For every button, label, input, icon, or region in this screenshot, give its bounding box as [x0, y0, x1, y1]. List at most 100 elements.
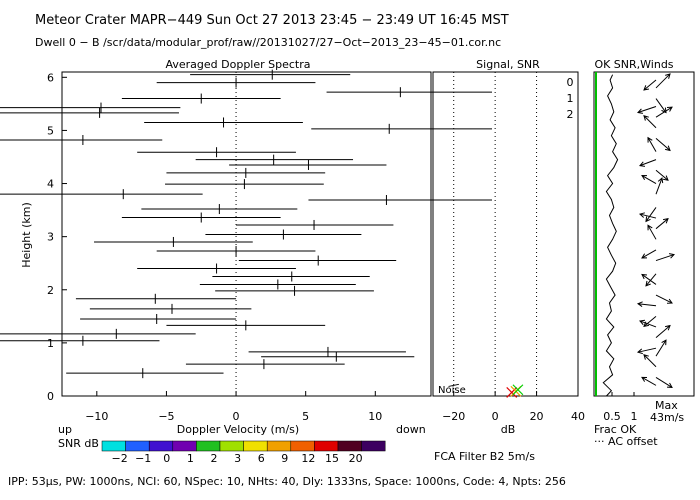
- snr-x-ticklabel-1: 0: [492, 410, 499, 423]
- colorbar-label-1: −1: [135, 452, 151, 465]
- wind-arrowhead-24: [643, 115, 649, 121]
- doppler-y-ticklabel-4: 4: [47, 178, 54, 191]
- wind-arrowhead-26: [637, 108, 644, 114]
- wind-arrowhead-27: [661, 107, 667, 114]
- winds-title: OK SNR,Winds: [594, 58, 673, 71]
- max-value: 43m/s: [650, 411, 684, 424]
- colorbar-cell-3: [172, 440, 197, 452]
- doppler-y-ticklabel-0: 0: [47, 390, 54, 403]
- wind-arrow-20: [655, 169, 669, 181]
- frac-ok-line: [602, 74, 619, 397]
- snr-x-ticklabel-3: 40: [571, 410, 585, 423]
- wind-arrowhead-12: [668, 253, 675, 259]
- colorbar-label-6: 6: [258, 452, 265, 465]
- wind-arrow-9: [655, 294, 673, 304]
- wind-arrowhead-5: [665, 324, 671, 331]
- snr-marker-b-2: [512, 384, 524, 396]
- colorbar-label-2: 0: [163, 452, 170, 465]
- ok-legend-item-1: 1: [567, 92, 574, 105]
- colorbar-cell-0: [101, 440, 126, 452]
- ok-legend: 0 1 2: [567, 76, 574, 121]
- wind-arrow-2: [643, 354, 657, 368]
- colorbar-cells: [101, 440, 386, 452]
- wind-arrow-27: [655, 98, 667, 113]
- snr-x-ticklabel-2: 20: [530, 410, 544, 423]
- colorbar-cell-2: [148, 440, 174, 452]
- snr-marker-b-0: [506, 386, 518, 398]
- doppler-title: Averaged Doppler Spectra: [165, 58, 310, 71]
- doppler-y-ticklabel-6: 6: [47, 71, 54, 84]
- wind-arrow-12: [655, 254, 675, 262]
- snr-markers: [448, 383, 524, 398]
- doppler-frame: [61, 71, 432, 397]
- colorbar-cell-9: [314, 440, 339, 452]
- doppler-y-ticklabel-2: 2: [47, 284, 54, 297]
- doppler-profiles: [0, 69, 492, 379]
- header-dwell-path: Dwell 0 − B /scr/data/modular_prof/raw//…: [35, 36, 501, 49]
- doppler-x-ticklabel-4: 10: [368, 410, 382, 423]
- doppler-y-ticklabel-3: 3: [47, 231, 54, 244]
- doppler-up-note: up: [58, 423, 72, 436]
- wind-arrowhead-22: [647, 136, 653, 143]
- wind-arrow-25: [655, 106, 673, 118]
- colorbar-label-4: 2: [211, 452, 218, 465]
- wind-arrowhead-25: [666, 106, 673, 112]
- winds-x-ticklabel-0: 0.5: [603, 410, 621, 423]
- wind-arrow-17: [645, 207, 657, 222]
- doppler-x-label: Doppler Velocity (m/s): [177, 423, 299, 436]
- wind-arrow-11: [645, 273, 657, 287]
- doppler-x-ticks: −10 −5 0 5 10: [85, 391, 382, 423]
- wind-arrowhead-1: [666, 382, 673, 388]
- wind-arrow-23: [655, 138, 671, 151]
- wind-arrowhead-28: [665, 73, 671, 79]
- frac-ok-label: Frac OK: [594, 423, 637, 436]
- ac-offset-label: ··· AC offset: [594, 435, 658, 448]
- snr-x-ticklabel-0: −20: [442, 410, 465, 423]
- wind-arrowhead-10: [641, 273, 648, 280]
- wind-arrow-16: [639, 213, 657, 219]
- wind-arrow-10: [641, 274, 657, 285]
- colorbar-cell-8: [290, 440, 315, 452]
- wind-arrow-8: [637, 303, 657, 307]
- wind-arrow-13: [641, 249, 657, 259]
- wind-arrow-15: [655, 218, 669, 230]
- snr-frame: [432, 71, 579, 397]
- colorbar-cell-6: [243, 440, 268, 452]
- doppler-x-ticklabel-1: −5: [158, 410, 174, 423]
- wind-arrowhead-13: [641, 253, 648, 259]
- colorbar-cell-5: [219, 440, 244, 452]
- wind-arrowhead-19: [641, 175, 648, 181]
- ok-legend-item-0: 0: [567, 76, 574, 89]
- wind-arrowhead-2: [643, 354, 649, 360]
- doppler-x-ticklabel-3: 5: [302, 410, 309, 423]
- wind-arrowhead-20: [662, 175, 669, 181]
- wind-arrow-6: [639, 320, 657, 328]
- wind-arrowhead-23: [665, 145, 671, 152]
- wind-arrow-21: [639, 159, 657, 167]
- wind-arrow-26: [637, 106, 657, 113]
- colorbar-label-9: 15: [325, 452, 339, 465]
- wind-arrows: [636, 73, 675, 388]
- ok-legend-item-2: 2: [567, 108, 574, 121]
- wind-arrow-4: [637, 347, 657, 353]
- wind-arrowhead-8: [636, 301, 643, 307]
- colorbar-label-8: 12: [301, 452, 315, 465]
- colorbar-title: SNR dB: [58, 437, 99, 450]
- radar-params: IPP: 53μs, PW: 1000ns, NCI: 60, NSpec: 1…: [8, 475, 566, 488]
- wind-arrowhead-11: [645, 280, 651, 287]
- colorbar-label-3: 1: [187, 452, 194, 465]
- wind-arrow-22: [647, 137, 657, 152]
- wind-arrowhead-7: [643, 321, 650, 327]
- wind-arrow-28: [655, 73, 671, 89]
- snr-colorbar: SNR dB −2 −1 0 1 2 3 6 9 12 15 20: [58, 437, 386, 465]
- wind-arrow-29: [643, 79, 657, 91]
- doppler-x-ticklabel-0: −10: [85, 410, 108, 423]
- wind-arrowhead-14: [647, 224, 653, 231]
- doppler-y-ticklabel-1: 1: [47, 337, 54, 350]
- wind-arrow-3: [655, 339, 667, 357]
- wind-arrowhead-21: [639, 161, 646, 167]
- noise-label: Noise: [438, 385, 466, 396]
- doppler-down-note: down: [396, 423, 426, 436]
- wind-arrow-0: [641, 376, 657, 386]
